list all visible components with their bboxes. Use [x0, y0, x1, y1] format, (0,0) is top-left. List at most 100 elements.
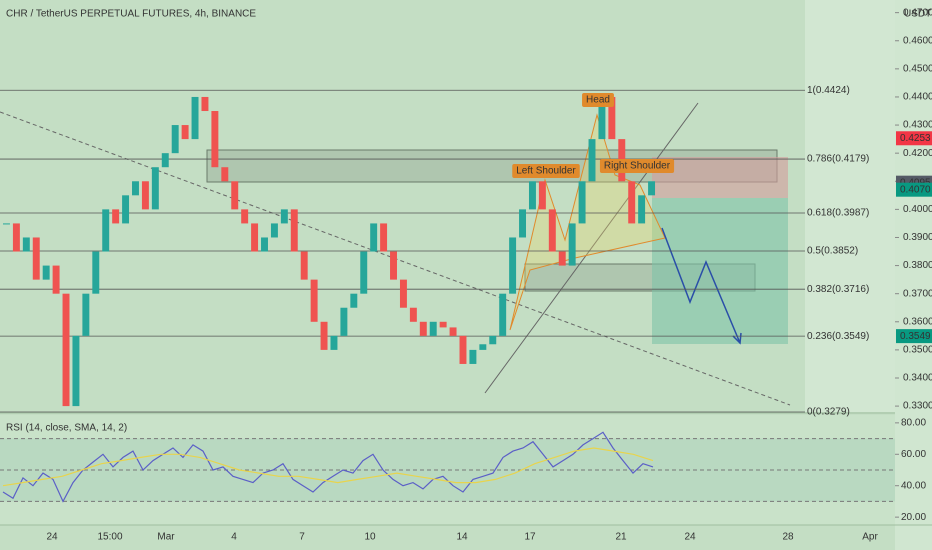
candle: [191, 96, 199, 140]
annotation-box: [582, 93, 614, 107]
x-tick-label: 14: [456, 532, 468, 543]
x-tick-label: 10: [364, 532, 376, 543]
candle: [231, 181, 239, 210]
annotation-box: [512, 164, 580, 178]
candle: [112, 209, 120, 224]
candle: [270, 223, 278, 238]
candle: [72, 335, 80, 407]
candle: [459, 335, 467, 364]
annotation: Head: [586, 95, 610, 106]
chart-title: CHR / TetherUS PERPETUAL FUTURES, 4h, BI…: [6, 9, 256, 20]
candle: [3, 223, 10, 225]
annotation-box: [599, 159, 675, 173]
candle: [489, 335, 497, 345]
candle: [638, 195, 646, 224]
candle: [538, 181, 546, 210]
candle: [52, 265, 60, 294]
projection-arrow: [661, 227, 741, 344]
candle: [132, 181, 139, 196]
candle: [151, 167, 159, 210]
candle: [439, 321, 447, 328]
zones: [0, 102, 791, 406]
y-tick-label: 0.4200: [903, 148, 932, 159]
candle: [320, 321, 328, 350]
y-tick-label: 0.4000: [903, 204, 932, 215]
candle: [330, 335, 338, 350]
target-zone: [652, 198, 788, 344]
candle: [409, 307, 417, 322]
fib-label: 0.786(0.4179): [807, 154, 869, 165]
candle: [161, 153, 169, 168]
rsi-line: [2, 431, 654, 503]
rsi-line: [2, 447, 654, 487]
fib-label: 0.236(0.3549): [807, 331, 869, 342]
y-tick-label: 80.00: [901, 417, 926, 428]
candle: [419, 321, 427, 336]
candle: [548, 209, 556, 252]
candle: [92, 251, 100, 294]
candle: [22, 237, 30, 252]
trendline: [484, 102, 699, 394]
fib-label: 0(0.3279): [807, 407, 850, 418]
candle: [201, 96, 209, 112]
candle: [380, 223, 388, 252]
candle: [509, 237, 517, 294]
candle: [261, 237, 268, 252]
candle: [122, 195, 130, 224]
annotation: Left Shoulder: [516, 166, 576, 177]
y-tick-label: 0.4500: [903, 63, 932, 74]
candle: [519, 209, 527, 238]
candle: [449, 327, 457, 336]
candle: [181, 125, 189, 140]
candle: [608, 96, 616, 140]
candle: [568, 223, 576, 266]
y-tick-label: 0.3300: [903, 401, 932, 412]
rsi-title: RSI (14, close, SMA, 14, 2): [6, 423, 127, 434]
x-tick-label: 7: [299, 532, 305, 543]
fib-label: 0.382(0.3716): [807, 284, 869, 295]
fib-label: 1(0.4424): [807, 85, 850, 96]
x-tick-label: Apr: [862, 532, 878, 543]
candle: [102, 209, 110, 252]
candle: [241, 209, 249, 224]
candle: [370, 223, 378, 252]
price-badge-label: 0.4253: [900, 133, 931, 144]
candle: [390, 251, 397, 280]
x-tick-label: 21: [615, 532, 627, 543]
candle: [171, 125, 179, 154]
candle: [141, 181, 149, 210]
x-tick-label: 15:00: [97, 532, 122, 543]
annotation: Right Shoulder: [604, 161, 671, 172]
y-tick-label: 0.3800: [903, 260, 932, 271]
price-badge-label: 0.4070: [900, 184, 931, 195]
x-tick-label: 4: [231, 532, 237, 543]
candle: [42, 265, 50, 280]
y-tick-label: 0.3700: [903, 288, 932, 299]
candle: [251, 223, 259, 252]
candle: [62, 293, 70, 407]
fib-label: 0.5(0.3852): [807, 246, 858, 257]
y-tick-label: 60.00: [901, 449, 926, 460]
x-tick-label: 17: [524, 532, 536, 543]
candle: [499, 293, 507, 336]
candle: [648, 181, 656, 196]
candle: [360, 251, 368, 294]
candle: [598, 96, 606, 140]
y-tick-label: 0.4400: [903, 92, 932, 103]
candle: [340, 307, 348, 336]
y-tick-label: 20.00: [901, 512, 926, 523]
y-tick-label: 0.3900: [903, 232, 932, 243]
candle: [628, 181, 636, 224]
right-pane: [805, 0, 895, 412]
y-tick-label: 40.00: [901, 480, 926, 491]
candle: [82, 293, 90, 336]
y-tick-label: 0.4600: [903, 35, 932, 46]
candle: [32, 237, 40, 280]
price-axis-bg: [895, 0, 932, 550]
candle: [469, 349, 477, 364]
candle: [350, 293, 358, 308]
candle: [528, 181, 536, 210]
x-tick-label: 24: [684, 532, 696, 543]
y-tick-label: 0.3500: [903, 345, 932, 356]
